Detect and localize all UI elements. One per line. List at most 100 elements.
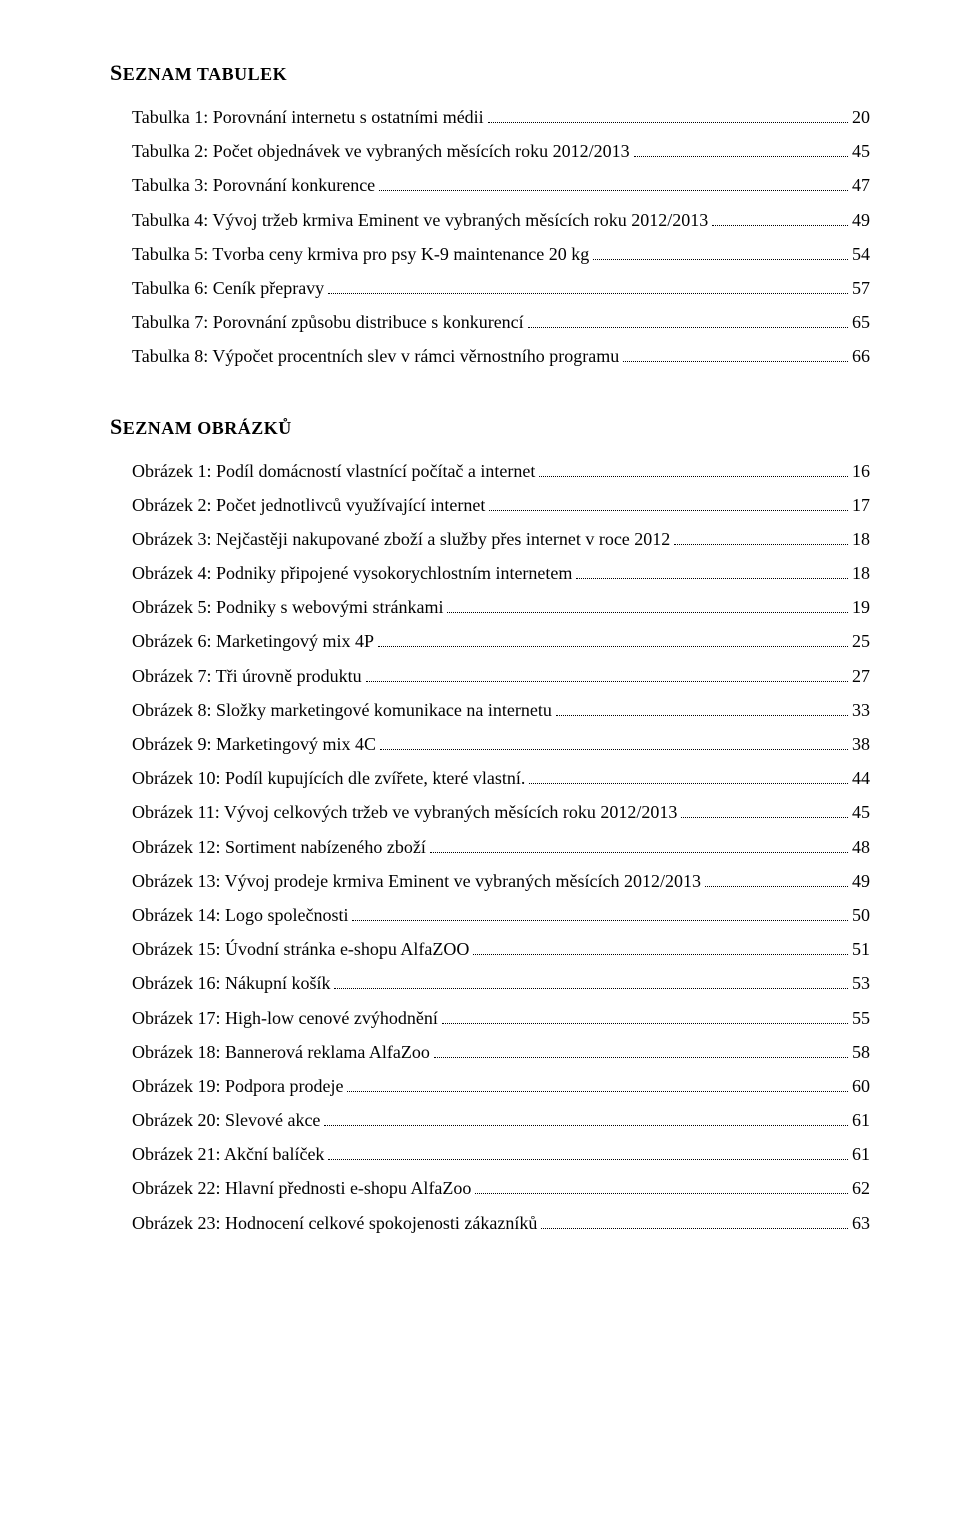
- toc-entry: Tabulka 1: Porovnání internetu s ostatní…: [110, 100, 870, 134]
- toc-entry-label: Obrázek 5: Podniky s webovými stránkami: [110, 590, 443, 624]
- toc-leader-dots: [434, 1041, 848, 1058]
- toc-entry: Tabulka 4: Vývoj tržeb krmiva Eminent ve…: [110, 203, 870, 237]
- toc-entry: Obrázek 18: Bannerová reklama AlfaZoo58: [110, 1035, 870, 1069]
- toc-entry: Obrázek 14: Logo společnosti 50: [110, 898, 870, 932]
- toc-entry: Obrázek 12: Sortiment nabízeného zboží48: [110, 830, 870, 864]
- toc-entry: Tabulka 3: Porovnání konkurence 47: [110, 168, 870, 202]
- toc-leader-dots: [593, 243, 848, 260]
- toc-entry-label: Obrázek 4: Podniky připojené vysokorychl…: [110, 556, 572, 590]
- toc-entry: Obrázek 6: Marketingový mix 4P 25: [110, 624, 870, 658]
- toc-leader-dots: [634, 140, 848, 157]
- toc-entry-label: Obrázek 7: Tři úrovně produktu: [110, 659, 362, 693]
- list-of-figures-heading: SEZNAM OBRÁZKŮ: [110, 414, 870, 440]
- toc-entry-label: Tabulka 3: Porovnání konkurence: [110, 168, 375, 202]
- toc-leader-dots: [539, 459, 848, 476]
- toc-entry-page: 61: [852, 1137, 870, 1171]
- toc-leader-dots: [442, 1006, 848, 1023]
- toc-entry: Obrázek 21: Akční balíček61: [110, 1137, 870, 1171]
- toc-entry: Obrázek 9: Marketingový mix 4C38: [110, 727, 870, 761]
- toc-entry-page: 49: [852, 864, 870, 898]
- toc-entry-label: Obrázek 6: Marketingový mix 4P: [110, 624, 374, 658]
- toc-entry: Tabulka 2: Počet objednávek ve vybraných…: [110, 134, 870, 168]
- heading-initial: S: [110, 60, 123, 85]
- toc-entry-page: 55: [852, 1001, 870, 1035]
- toc-entry-page: 63: [852, 1206, 870, 1240]
- toc-leader-dots: [379, 174, 848, 191]
- toc-entry-page: 16: [852, 454, 870, 488]
- toc-leader-dots: [712, 208, 848, 225]
- toc-entry: Obrázek 17: High-low cenové zvýhodnění 55: [110, 1001, 870, 1035]
- toc-entry-label: Obrázek 15: Úvodní stránka e-shopu AlfaZ…: [110, 932, 469, 966]
- toc-entry-label: Obrázek 11: Vývoj celkových tržeb ve vyb…: [110, 795, 677, 829]
- toc-entry-label: Tabulka 4: Vývoj tržeb krmiva Eminent ve…: [110, 203, 708, 237]
- toc-leader-dots: [489, 494, 848, 511]
- toc-entry: Obrázek 7: Tři úrovně produktu27: [110, 659, 870, 693]
- toc-leader-dots: [447, 596, 848, 613]
- toc-leader-dots: [488, 106, 848, 123]
- toc-leader-dots: [576, 562, 848, 579]
- toc-entry-label: Obrázek 14: Logo společnosti: [110, 898, 348, 932]
- toc-leader-dots: [528, 311, 848, 328]
- list-of-tables-heading: SEZNAM TABULEK: [110, 60, 870, 86]
- toc-leader-dots: [705, 870, 848, 887]
- toc-entry-label: Obrázek 1: Podíl domácností vlastnící po…: [110, 454, 535, 488]
- toc-entry: Obrázek 15: Úvodní stránka e-shopu AlfaZ…: [110, 932, 870, 966]
- heading-rest: EZNAM TABULEK: [123, 64, 287, 84]
- toc-entry-label: Obrázek 17: High-low cenové zvýhodnění: [110, 1001, 438, 1035]
- toc-entry-page: 33: [852, 693, 870, 727]
- toc-leader-dots: [324, 1109, 848, 1126]
- toc-entry-label: Obrázek 22: Hlavní přednosti e-shopu Alf…: [110, 1171, 471, 1205]
- toc-entry-page: 49: [852, 203, 870, 237]
- toc-entry-page: 18: [852, 522, 870, 556]
- toc-entry: Obrázek 19: Podpora prodeje 60: [110, 1069, 870, 1103]
- toc-entry-label: Obrázek 19: Podpora prodeje: [110, 1069, 343, 1103]
- toc-leader-dots: [556, 699, 848, 716]
- toc-leader-dots: [681, 801, 848, 818]
- toc-leader-dots: [328, 277, 848, 294]
- toc-entry-page: 60: [852, 1069, 870, 1103]
- toc-entry-page: 50: [852, 898, 870, 932]
- toc-leader-dots: [378, 630, 848, 647]
- toc-entry-page: 62: [852, 1171, 870, 1205]
- toc-entry: Tabulka 8: Výpočet procentních slev v rá…: [110, 339, 870, 373]
- toc-entry-page: 51: [852, 932, 870, 966]
- toc-entry-label: Obrázek 9: Marketingový mix 4C: [110, 727, 376, 761]
- toc-leader-dots: [334, 972, 848, 989]
- toc-leader-dots: [674, 528, 848, 545]
- toc-entry-label: Obrázek 12: Sortiment nabízeného zboží: [110, 830, 426, 864]
- tables-list: Tabulka 1: Porovnání internetu s ostatní…: [110, 100, 870, 374]
- toc-entry-label: Tabulka 1: Porovnání internetu s ostatní…: [110, 100, 484, 134]
- toc-entry-label: Obrázek 3: Nejčastěji nakupované zboží a…: [110, 522, 670, 556]
- toc-entry-page: 53: [852, 966, 870, 1000]
- toc-entry-label: Tabulka 7: Porovnání způsobu distribuce …: [110, 305, 524, 339]
- toc-entry-page: 45: [852, 134, 870, 168]
- toc-entry-label: Obrázek 10: Podíl kupujících dle zvířete…: [110, 761, 525, 795]
- toc-entry-label: Obrázek 20: Slevové akce: [110, 1103, 320, 1137]
- toc-leader-dots: [541, 1211, 848, 1228]
- toc-entry: Obrázek 8: Složky marketingové komunikac…: [110, 693, 870, 727]
- toc-entry-page: 19: [852, 590, 870, 624]
- toc-entry-page: 45: [852, 795, 870, 829]
- toc-entry: Obrázek 2: Počet jednotlivců využívající…: [110, 488, 870, 522]
- toc-entry-page: 54: [852, 237, 870, 271]
- toc-entry: Obrázek 11: Vývoj celkových tržeb ve vyb…: [110, 795, 870, 829]
- toc-entry-page: 44: [852, 761, 870, 795]
- toc-entry-label: Obrázek 2: Počet jednotlivců využívající…: [110, 488, 485, 522]
- toc-entry-page: 25: [852, 624, 870, 658]
- heading-initial: S: [110, 414, 123, 439]
- toc-leader-dots: [475, 1177, 848, 1194]
- toc-leader-dots: [328, 1143, 848, 1160]
- toc-entry-label: Tabulka 6: Ceník přepravy: [110, 271, 324, 305]
- toc-leader-dots: [430, 835, 848, 852]
- toc-entry: Obrázek 23: Hodnocení celkové spokojenos…: [110, 1206, 870, 1240]
- toc-leader-dots: [623, 345, 848, 362]
- toc-entry-page: 47: [852, 168, 870, 202]
- toc-entry-label: Obrázek 16: Nákupní košík: [110, 966, 330, 1000]
- toc-leader-dots: [352, 904, 848, 921]
- toc-entry-label: Tabulka 8: Výpočet procentních slev v rá…: [110, 339, 619, 373]
- toc-entry-page: 58: [852, 1035, 870, 1069]
- toc-entry-page: 18: [852, 556, 870, 590]
- toc-entry: Obrázek 22: Hlavní přednosti e-shopu Alf…: [110, 1171, 870, 1205]
- toc-leader-dots: [366, 664, 848, 681]
- toc-entry: Obrázek 13: Vývoj prodeje krmiva Eminent…: [110, 864, 870, 898]
